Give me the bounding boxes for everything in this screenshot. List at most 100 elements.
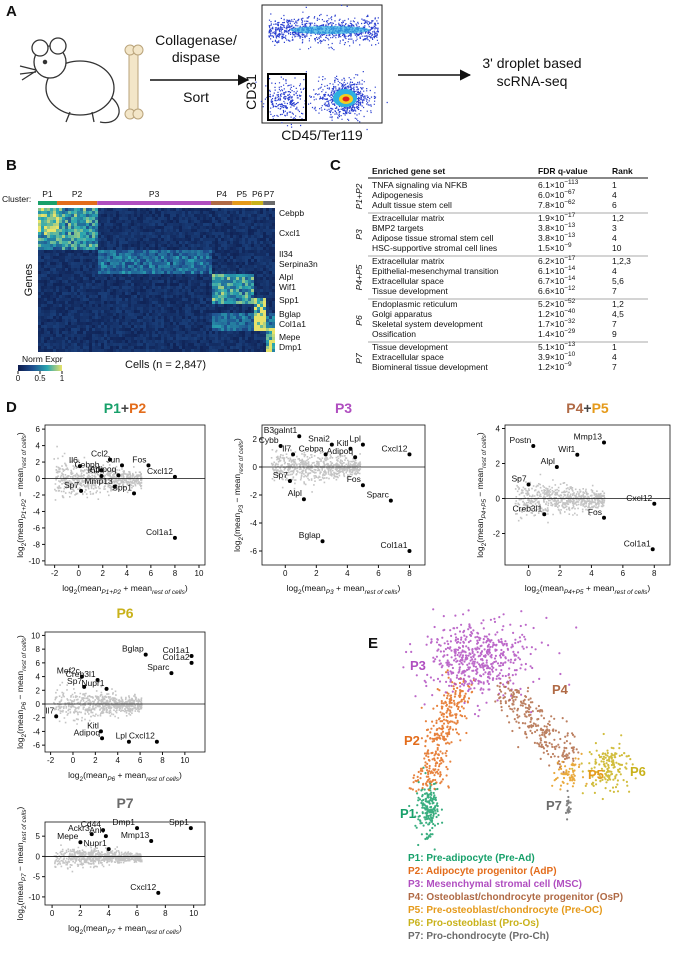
heatmap-cell bbox=[212, 208, 215, 211]
heatmap-cell bbox=[65, 265, 68, 268]
heatmap-cell bbox=[92, 328, 95, 331]
heatmap-cell bbox=[269, 337, 272, 340]
heatmap-cell bbox=[254, 289, 257, 292]
heatmap-cell bbox=[269, 286, 272, 289]
heatmap-cell bbox=[134, 244, 137, 247]
heatmap-cell bbox=[164, 280, 167, 283]
heatmap-cell bbox=[209, 280, 212, 283]
heatmap-cell bbox=[50, 265, 53, 268]
heatmap-cell bbox=[215, 208, 218, 211]
heatmap-cell bbox=[224, 208, 227, 211]
heatmap-cell bbox=[137, 271, 140, 274]
heatmap-cell bbox=[260, 334, 263, 337]
heatmap-cell bbox=[263, 274, 266, 277]
heatmap-cell bbox=[236, 328, 239, 331]
heatmap-cell bbox=[212, 298, 215, 301]
heatmap-cell bbox=[269, 346, 272, 349]
heatmap-cell bbox=[50, 310, 53, 313]
heatmap-cell bbox=[221, 268, 224, 271]
heatmap-cell bbox=[98, 262, 101, 265]
heatmap-cell bbox=[122, 235, 125, 238]
heatmap-cell bbox=[65, 274, 68, 277]
cluster-bar bbox=[251, 201, 264, 205]
heatmap-cell bbox=[50, 271, 53, 274]
heatmap-cell bbox=[245, 280, 248, 283]
fdr-value: 6.2×10−17 bbox=[538, 255, 576, 266]
heatmap-cell bbox=[146, 319, 149, 322]
heatmap-cell bbox=[164, 217, 167, 220]
x-axis-label-part: (mean bbox=[83, 923, 107, 933]
heatmap-cell bbox=[38, 322, 41, 325]
heatmap-cell bbox=[140, 241, 143, 244]
heatmap-cell bbox=[209, 310, 212, 313]
heatmap-cell bbox=[149, 259, 152, 262]
heatmap-cell bbox=[221, 289, 224, 292]
heatmap-cell bbox=[89, 277, 92, 280]
heatmap-cell bbox=[272, 235, 275, 238]
heatmap-cell bbox=[143, 349, 146, 352]
heatmap-cell bbox=[74, 211, 77, 214]
heatmap-cell bbox=[113, 208, 116, 211]
heatmap-cell bbox=[242, 241, 245, 244]
heatmap-cell bbox=[182, 313, 185, 316]
heatmap-cell bbox=[128, 244, 131, 247]
heatmap-cell bbox=[137, 274, 140, 277]
heatmap-cell bbox=[44, 268, 47, 271]
heatmap-cell bbox=[47, 235, 50, 238]
heatmap-cell bbox=[107, 226, 110, 229]
heatmap-cell bbox=[125, 340, 128, 343]
heatmap-cell bbox=[119, 253, 122, 256]
heatmap-cell bbox=[56, 322, 59, 325]
heatmap-cell bbox=[65, 337, 68, 340]
heatmap-cell bbox=[140, 283, 143, 286]
heatmap-cell bbox=[176, 337, 179, 340]
heatmap-cell bbox=[119, 346, 122, 349]
heatmap-cell bbox=[116, 334, 119, 337]
heatmap-cell bbox=[221, 217, 224, 220]
heatmap-cell bbox=[74, 289, 77, 292]
heatmap-cell bbox=[62, 304, 65, 307]
heatmap-cell bbox=[221, 247, 224, 250]
heatmap-cell bbox=[140, 334, 143, 337]
heatmap-cell bbox=[59, 223, 62, 226]
heatmap-cell bbox=[137, 208, 140, 211]
heatmap-cell bbox=[68, 310, 71, 313]
heatmap-cell bbox=[47, 337, 50, 340]
heatmap-cell bbox=[227, 238, 230, 241]
heatmap-cell bbox=[251, 289, 254, 292]
heatmap-cell bbox=[251, 319, 254, 322]
heatmap-cell bbox=[272, 268, 275, 271]
heatmap-cell bbox=[272, 262, 275, 265]
heatmap-cell bbox=[116, 259, 119, 262]
x-axis-label-part: (mean bbox=[77, 583, 101, 593]
heatmap-cell bbox=[215, 232, 218, 235]
cluster-name: P6 bbox=[252, 189, 263, 199]
heatmap-cell bbox=[191, 331, 194, 334]
heatmap-cell bbox=[107, 325, 110, 328]
heatmap-cell bbox=[143, 253, 146, 256]
heatmap-cell bbox=[92, 244, 95, 247]
heatmap-cell bbox=[209, 349, 212, 352]
heatmap-cell bbox=[95, 277, 98, 280]
heatmap-cell bbox=[197, 343, 200, 346]
heatmap-cell bbox=[203, 262, 206, 265]
heatmap-cell bbox=[191, 280, 194, 283]
heatmap-cell bbox=[98, 220, 101, 223]
gene-point bbox=[650, 547, 655, 552]
colorbar-tick-label: 0.5 bbox=[34, 374, 46, 383]
heatmap-cell bbox=[260, 310, 263, 313]
heatmap-cell bbox=[74, 313, 77, 316]
heatmap-cell bbox=[131, 295, 134, 298]
heatmap-cell bbox=[158, 247, 161, 250]
heatmap-cell bbox=[47, 346, 50, 349]
heatmap-cell bbox=[197, 337, 200, 340]
heatmap-cell bbox=[227, 301, 230, 304]
heatmap-cell bbox=[38, 349, 41, 352]
heatmap-cell bbox=[251, 253, 254, 256]
heatmap-cell bbox=[125, 235, 128, 238]
heatmap-cell bbox=[74, 214, 77, 217]
heatmap-cell bbox=[164, 289, 167, 292]
heatmap-cell bbox=[62, 298, 65, 301]
heatmap-cell bbox=[194, 307, 197, 310]
heatmap-cell bbox=[272, 301, 275, 304]
